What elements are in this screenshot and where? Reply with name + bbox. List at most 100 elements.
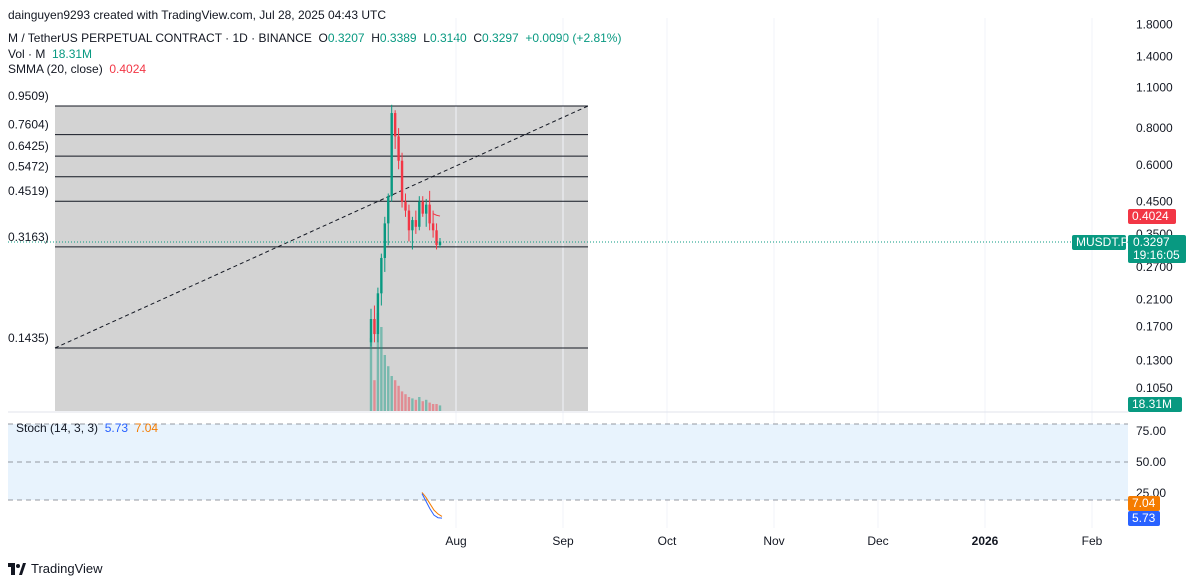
stoch-k-badge-bg	[1128, 511, 1160, 526]
volume-legend: Vol · M 18.31M	[8, 47, 92, 61]
candle-body	[404, 201, 407, 211]
symbol-title[interactable]: M / TetherUS PERPETUAL CONTRACT · 1D · B…	[8, 31, 312, 45]
price-tick-label: 1.1000	[1136, 80, 1173, 94]
candle-body	[414, 220, 418, 227]
price-tick-label: 0.4500	[1136, 195, 1173, 209]
symbol-badge: MUSDT.P	[1076, 235, 1129, 249]
volume-bar	[435, 404, 438, 411]
volume-bar	[428, 402, 431, 411]
footer-brand: TradingView	[31, 561, 103, 576]
price-tick-label: 0.6000	[1136, 158, 1173, 172]
volume-bar	[404, 394, 407, 411]
candle-body	[373, 318, 376, 335]
tradingview-footer[interactable]: TradingView	[8, 561, 103, 576]
volume-bar	[393, 380, 397, 411]
candle-body	[376, 293, 380, 335]
tradingview-logo-icon	[8, 562, 26, 575]
price-axis[interactable]: 1.80001.40001.10000.80000.60000.45000.35…	[1136, 17, 1173, 395]
volume-bar	[380, 327, 383, 411]
fib-retracement-background	[55, 106, 588, 411]
volume-badge: 18.31M	[1132, 397, 1172, 411]
volume-bar	[431, 404, 435, 411]
volume-bar	[407, 397, 411, 411]
candle-body	[383, 223, 386, 258]
volume-bar	[369, 338, 373, 411]
stoch-d-badge-bg	[1128, 496, 1160, 511]
stoch-k-value: 5.73	[104, 421, 129, 435]
stoch-tick-label: 50.00	[1136, 455, 1166, 469]
volume-bar	[421, 401, 424, 411]
volume-bar	[400, 391, 404, 411]
candle-body	[438, 241, 442, 246]
price-tick-label: 0.8000	[1136, 121, 1173, 135]
volume-badge-bg	[1128, 397, 1182, 412]
candle-body	[411, 220, 414, 231]
stoch-bands	[8, 423, 1128, 501]
fib-level-label: 0.7604)	[8, 118, 49, 132]
high-value: 0.3389	[379, 31, 417, 45]
smma-price-badge-bg	[1128, 209, 1176, 224]
price-tick-label: 0.1050	[1136, 381, 1173, 395]
change-value: +0.0090 (+2.81%)	[525, 31, 622, 45]
last-price-badge: 0.3297	[1133, 235, 1170, 249]
time-tick-label: Aug	[445, 534, 466, 548]
smma-line	[432, 213, 441, 217]
candle-body	[387, 196, 390, 224]
volume-bar	[373, 380, 376, 411]
open-value: 0.3207	[327, 31, 365, 45]
price-tick-label: 0.1300	[1136, 354, 1173, 368]
volume-bar	[397, 385, 400, 411]
time-tick-label: Dec	[867, 534, 888, 548]
symbol-badge-bg	[1072, 235, 1126, 250]
candle-body	[390, 113, 393, 197]
candle-body	[435, 230, 438, 245]
fib-level-label: 0.1435)	[8, 331, 49, 345]
volume-bars	[369, 313, 442, 411]
candles	[369, 104, 442, 347]
fib-levels: 0.9509) 0.7604) 0.6425) 0.5472) 0.4519) 0.316…	[8, 89, 588, 349]
price-tick-label: 0.2100	[1136, 292, 1173, 306]
low-label: L	[423, 31, 430, 45]
candle-body	[369, 318, 373, 343]
high-label: H	[371, 31, 380, 45]
fib-level-label: 0.5472)	[8, 160, 49, 174]
countdown-badge: 19:16:05	[1133, 248, 1180, 262]
open-label: O	[318, 31, 328, 45]
close-value: 0.3297	[482, 31, 519, 45]
candle-body	[407, 210, 411, 231]
volume-bar	[411, 398, 414, 411]
volume-bar	[438, 405, 442, 411]
time-tick-label: Sep	[552, 534, 574, 548]
chart-credit: dainguyen9293 created with TradingView.c…	[8, 8, 387, 22]
volume-bar	[376, 313, 380, 411]
fib-level-label: 0.4519)	[8, 184, 49, 198]
candle-body	[428, 204, 431, 224]
candle-body	[397, 136, 400, 161]
volume-bar	[418, 397, 421, 411]
volume-bar	[390, 376, 393, 411]
stoch-k-line	[421, 493, 443, 519]
stoch-k-badge: 5.73	[1132, 511, 1156, 525]
close-label: C	[473, 31, 483, 45]
volume-label[interactable]: Vol · M	[8, 47, 46, 61]
stoch-label[interactable]: Stoch (14, 3, 3)	[16, 421, 99, 435]
price-tick-label: 0.2700	[1136, 260, 1173, 274]
time-tick-label: Feb	[1082, 534, 1103, 548]
last-price-badge-bg	[1128, 235, 1186, 263]
smma-value: 0.4024	[109, 62, 147, 76]
symbol-legend: M / TetherUS PERPETUAL CONTRACT · 1D · B…	[8, 31, 621, 45]
volume-bar	[425, 399, 428, 411]
smma-label[interactable]: SMMA (20, close)	[8, 62, 103, 76]
candle-body	[421, 201, 424, 214]
volume-bar	[383, 355, 386, 411]
candle-body	[393, 113, 397, 137]
price-tick-label: 0.1700	[1136, 319, 1173, 333]
candle-body	[431, 223, 435, 231]
volume-value: 18.31M	[52, 47, 93, 61]
candle-body	[400, 160, 404, 202]
time-axis[interactable]: Aug Sep Oct Nov Dec 2026 Feb	[445, 534, 1102, 548]
low-value: 0.3140	[429, 31, 467, 45]
